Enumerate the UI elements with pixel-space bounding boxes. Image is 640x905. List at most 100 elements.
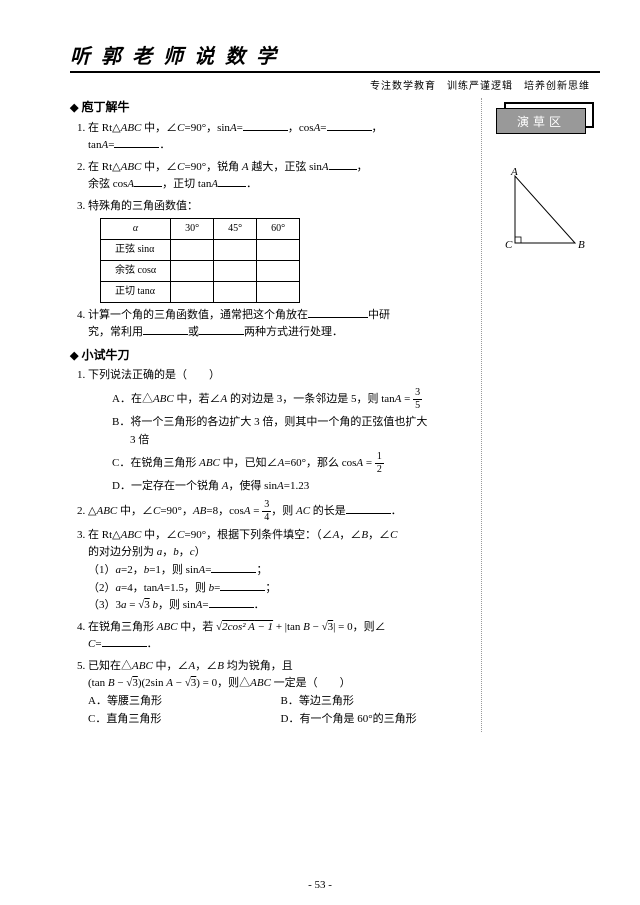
q1-1: 在 Rt△ABC 中，∠C=90°，sinA=，cosA=， tanA=． — [88, 120, 473, 155]
t: 的对边分别为 — [88, 546, 157, 558]
t: A — [277, 480, 284, 492]
blank — [327, 130, 372, 131]
opt-d: D．有一个角是 60°的三角形 — [281, 711, 474, 729]
t: + — [273, 621, 285, 633]
blank — [209, 607, 254, 608]
t: 中，若∠ — [174, 393, 221, 405]
t: ． — [254, 599, 265, 611]
t: 一定是（ ） — [271, 677, 351, 689]
q2-4: 在锐角三角形 ABC 中，若 √2cos² A − 1 + |tan B − √… — [88, 619, 473, 654]
t: = — [205, 564, 211, 576]
t: ，∠ — [368, 529, 390, 541]
blank — [329, 169, 357, 170]
blank — [346, 513, 391, 514]
q1-2: 在 Rt△ABC 中，∠C=90°，锐角 A 越大，正弦 sinA， 余弦 co… — [88, 159, 473, 194]
opt-b: B．将一个三角形的各边扩大 3 倍，则其中一个角的正弦值也扩大 3 倍 — [112, 414, 473, 449]
t: = — [320, 122, 326, 134]
t: 越大，正弦 sin — [249, 161, 322, 173]
t: 余弦 cos — [88, 178, 127, 190]
scratch-label: 演草区 — [496, 108, 586, 134]
page-number: - 53 - — [308, 879, 332, 891]
t: 3 倍 — [112, 434, 149, 446]
t: ，∠ — [339, 529, 361, 541]
td: 余弦 cosα — [101, 260, 171, 281]
t: C — [390, 529, 397, 541]
t: b — [173, 546, 179, 558]
page-header-title: 听 郭 老 师 说 数 学 — [70, 40, 600, 69]
t: = — [237, 122, 243, 134]
t: ， — [372, 122, 383, 134]
t: 在锐角三角形 — [88, 621, 157, 633]
t: =90°， — [160, 505, 193, 517]
t: 中，若 — [178, 621, 217, 633]
t: = — [95, 638, 101, 650]
t: 或 — [188, 326, 199, 338]
t: = — [401, 393, 413, 405]
q1-3: 特殊角的三角函数值： α 30° 45° 60° 正弦 sinα 余弦 cosα… — [88, 198, 473, 303]
t: =1，则 sin — [149, 564, 198, 576]
header-rule — [70, 71, 600, 73]
t: A — [230, 122, 237, 134]
q2-1: 下列说法正确的是（ ） A．在△ABC 中，若∠A 的对边是 3，一条邻边是 5… — [88, 367, 473, 495]
opt-d: D．一定存在一个锐角 A，使得 sinA=1.23 — [112, 478, 473, 496]
t: ． — [246, 178, 257, 190]
t: ，cos — [288, 122, 314, 134]
th: 45° — [214, 218, 257, 239]
td: 正弦 sinα — [101, 239, 171, 260]
blank — [308, 317, 368, 318]
section1-title: ◆ 庖丁解牛 — [70, 98, 473, 118]
t: A — [242, 161, 249, 173]
t: ） — [195, 546, 206, 558]
t: = 0，则∠ — [335, 621, 385, 633]
t: ． — [159, 139, 170, 151]
t: =8，cos — [206, 505, 243, 517]
t: =2， — [121, 564, 144, 576]
q2-5: 已知在△ABC 中，∠A，∠B 均为锐角，且 (tan B − √3)(2sin… — [88, 658, 473, 728]
td: 正切 tanα — [101, 281, 171, 302]
side-column: 演草区 A B C — [490, 98, 600, 732]
t: ． — [391, 505, 402, 517]
opt-b: B．等边三角形 — [281, 693, 474, 711]
q2-2: △ABC 中，∠C=90°，AB=8，cosA = 34，则 AC 的长是． — [88, 500, 473, 523]
t: ，则△ — [217, 677, 250, 689]
t: AC — [296, 505, 310, 517]
t: =1.5，则 — [164, 582, 209, 594]
t: 中，∠ — [141, 122, 177, 134]
t: 中，∠ — [141, 529, 177, 541]
t: 已知在△ — [88, 660, 132, 672]
header-tagline: 专注数学教育 训练严谨逻辑 培养创新思维 — [70, 77, 600, 92]
t: = — [108, 139, 114, 151]
t: a — [157, 546, 163, 558]
t: ，使得 sin — [228, 480, 277, 492]
blank — [102, 646, 147, 647]
t: A — [127, 178, 134, 190]
t: = — [202, 599, 208, 611]
opt-c: C．在锐角三角形 ABC 中，已知∠A=60°，那么 cosA = 12 — [112, 452, 473, 475]
t: ABC — [121, 529, 142, 541]
t: b — [150, 599, 158, 611]
t: 均为锐角，且 — [224, 660, 293, 672]
trig-table: α 30° 45° 60° 正弦 sinα 余弦 cosα 正切 tanα — [100, 218, 300, 303]
t: 中，已知∠ — [220, 457, 278, 469]
t: （2） — [88, 582, 116, 594]
t: ． — [147, 638, 158, 650]
blank — [220, 590, 265, 591]
section1-list: 在 Rt△ABC 中，∠C=90°，sinA=，cosA=， tanA=． 在 … — [70, 120, 473, 342]
t: 中，∠ — [141, 161, 177, 173]
t: = — [214, 582, 220, 594]
q2-3: 在 Rt△ABC 中，∠C=90°，根据下列条件填空：（∠A，∠B，∠C 的对边… — [88, 527, 473, 615]
t: = — [363, 457, 375, 469]
t: ABC — [132, 660, 153, 672]
section2-list: 下列说法正确的是（ ） A．在△ABC 中，若∠A 的对边是 3，一条邻边是 5… — [70, 367, 473, 728]
t: 究，常利用 — [88, 326, 143, 338]
t: = — [251, 505, 263, 517]
blank — [243, 130, 288, 131]
t: ABC — [121, 161, 142, 173]
t: =4，tan — [121, 582, 157, 594]
t: C．在锐角三角形 — [112, 457, 199, 469]
t: ； — [256, 564, 267, 576]
t: ，∠ — [195, 660, 217, 672]
t: =90°，sin — [184, 122, 229, 134]
t: 在 Rt△ — [88, 161, 121, 173]
blank — [143, 334, 188, 335]
